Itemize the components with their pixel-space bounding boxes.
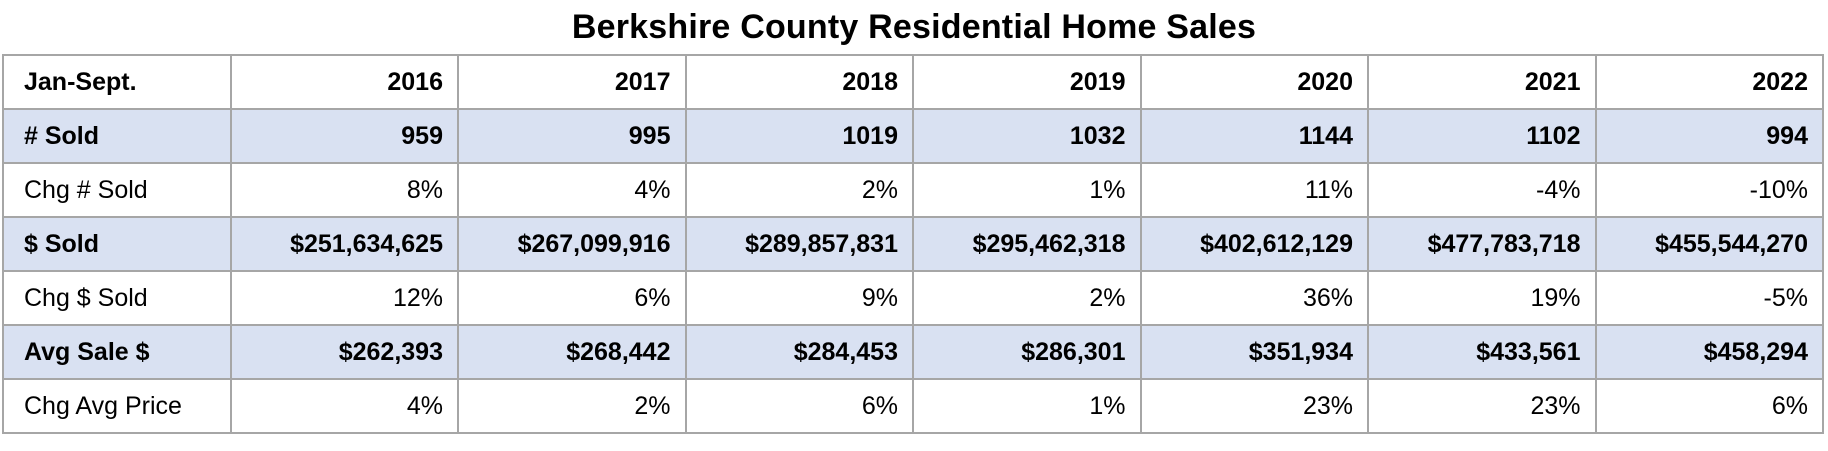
table-cell: 1144 [1139,108,1369,164]
table-cell: 12% [229,270,459,326]
table-header-row: Jan-Sept. 2016 2017 2018 2019 2020 2021 2022 [2,54,1824,110]
table-cell: 19% [1367,270,1597,326]
table-row: $ Sold $251,634,625 $267,099,916 $289,857,8… [2,216,1824,272]
row-label: $ Sold [2,216,232,272]
table-cell: $286,301 [912,324,1142,380]
header-year-2019: 2019 [912,54,1142,110]
row-label: Chg # Sold [2,162,232,218]
table-cell: 994 [1594,108,1824,164]
table-cell: $402,612,129 [1139,216,1369,272]
table-cell: $455,544,270 [1594,216,1824,272]
table-cell: $251,634,625 [229,216,459,272]
table-cell: 2% [684,162,914,218]
header-year-2020: 2020 [1139,54,1369,110]
table-cell: -10% [1594,162,1824,218]
table-cell: $267,099,916 [457,216,687,272]
table-cell: 4% [457,162,687,218]
table-cell: $433,561 [1367,324,1597,380]
table-cell: 1102 [1367,108,1597,164]
header-year-2017: 2017 [457,54,687,110]
table-cell: 23% [1367,378,1597,434]
table-cell: 11% [1139,162,1369,218]
row-label: Avg Sale $ [2,324,232,380]
table-cell: 995 [457,108,687,164]
table-body: Jan-Sept. 2016 2017 2018 2019 2020 2021 2022 # S… [2,54,1824,434]
chart-title: Berkshire County Residential Home Sales [571,8,1257,46]
header-year-2022: 2022 [1594,54,1824,110]
table-cell: 6% [457,270,687,326]
table-row: Chg # Sold 8% 4% 2% 1% 11% -4% -10% [2,162,1824,218]
table-cell: 1032 [912,108,1142,164]
table-cell: 9% [684,270,914,326]
sales-table: Jan-Sept. 2016 2017 2018 2019 2020 2021 2022 # S… [2,54,1824,434]
table-cell: 1% [912,162,1142,218]
row-label: Chg Avg Price [2,378,232,434]
header-year-2016: 2016 [229,54,459,110]
table-cell: 2% [912,270,1142,326]
table-cell: $284,453 [684,324,914,380]
table-cell: -5% [1594,270,1824,326]
table-cell: 4% [229,378,459,434]
table-cell: -4% [1367,162,1597,218]
table-cell: $289,857,831 [684,216,914,272]
table-row: Chg Avg Price 4% 2% 6% 1% 23% 23% 6% [2,378,1824,434]
table-row: # Sold 959 995 1019 1032 1144 1102 994 [2,108,1824,164]
table-cell: 23% [1139,378,1369,434]
table-cell: $458,294 [1594,324,1824,380]
header-year-2018: 2018 [684,54,914,110]
table-cell: 6% [684,378,914,434]
header-year-2021: 2021 [1367,54,1597,110]
table-cell: 959 [229,108,459,164]
table-row: Avg Sale $ $262,393 $268,442 $284,453 $286,3… [2,324,1824,380]
row-label: # Sold [2,108,232,164]
table-cell: 2% [457,378,687,434]
table-cell: 8% [229,162,459,218]
table-cell: $477,783,718 [1367,216,1597,272]
table-cell: 1% [912,378,1142,434]
row-label: Chg $ Sold [2,270,232,326]
table-cell: 36% [1139,270,1369,326]
table-cell: $351,934 [1139,324,1369,380]
table-cell: $262,393 [229,324,459,380]
table-cell: $295,462,318 [912,216,1142,272]
table-row: Chg $ Sold 12% 6% 9% 2% 36% 19% -5% [2,270,1824,326]
header-period-label: Jan-Sept. [2,54,232,110]
table-cell: 1019 [684,108,914,164]
table-cell: 6% [1594,378,1824,434]
table-cell: $268,442 [457,324,687,380]
